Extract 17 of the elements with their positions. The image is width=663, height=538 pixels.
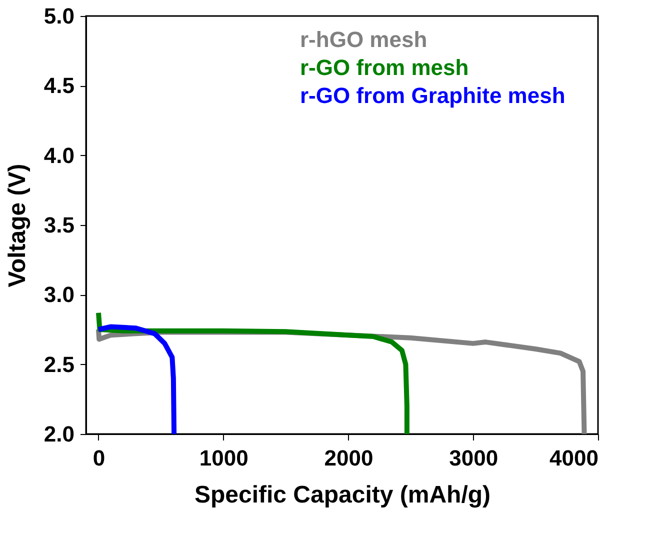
- x-axis-title: Specific Capacity (mAh/g): [194, 482, 491, 508]
- y-axis-title: Voltage (V): [4, 164, 31, 288]
- y-tick-label: 4.0: [44, 142, 74, 168]
- y-tick-label: 2.0: [44, 422, 74, 446]
- y-tick-label: 3.0: [44, 282, 74, 308]
- text: r-GO from Graphite mesh: [300, 83, 566, 108]
- y-tick-label: 5.0: [44, 4, 74, 28]
- x-tick-label: 0: [92, 446, 106, 470]
- y-tick-label: 3.5: [44, 212, 74, 238]
- x-tick-label: 3000: [449, 446, 498, 470]
- x-tick-label: 1000: [199, 446, 248, 470]
- x-tick-label: 4000: [550, 446, 598, 470]
- text: r-hGO mesh: [300, 27, 428, 52]
- y-tick-label: 2.5: [44, 352, 74, 377]
- x-tick-label: 2000: [324, 446, 374, 470]
- y-tick-label: 4.5: [44, 73, 74, 98]
- text: r-GO from mesh: [300, 55, 469, 80]
